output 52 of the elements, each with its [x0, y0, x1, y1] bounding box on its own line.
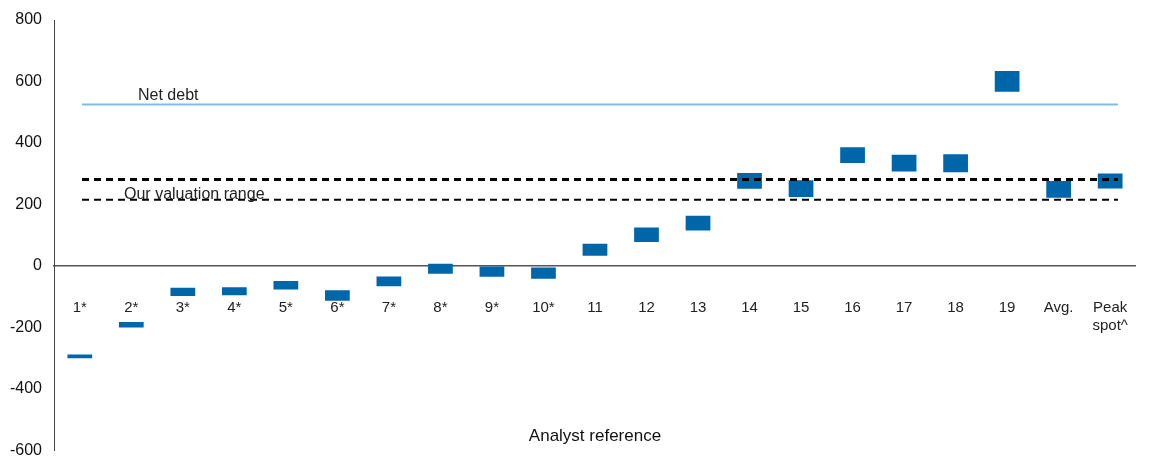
bar — [428, 263, 453, 274]
bar — [891, 154, 917, 172]
bar — [479, 266, 505, 277]
y-tick-label: 600 — [15, 71, 43, 89]
x-tick-label: 12 — [638, 298, 655, 316]
ref-line-label: Our valuation range — [124, 185, 265, 203]
x-tick-label: 13 — [689, 298, 707, 316]
x-tick-label: 16 — [844, 298, 861, 316]
x-tick-label: 11 — [587, 298, 603, 316]
bar — [943, 154, 968, 173]
x-tick-label: Peak spot^ — [1092, 298, 1128, 334]
x-tick-label: 14 — [741, 298, 758, 316]
y-tick-label: -200 — [9, 317, 43, 335]
x-tick-label: 8* — [433, 298, 448, 316]
y-tick-label: 0 — [33, 256, 43, 274]
x-tick-label: 7* — [381, 298, 397, 316]
ref-line-label: Net debt — [138, 85, 200, 103]
x-tick-label: 15 — [792, 298, 810, 316]
x-tick-label: 4* — [227, 298, 242, 316]
bar — [582, 243, 608, 256]
x-tick-label: 10* — [532, 298, 555, 316]
x-tick-label: 5* — [278, 298, 294, 316]
x-tick-label: Avg. — [1043, 298, 1074, 316]
y-tick-label: 800 — [15, 10, 43, 28]
x-tick-label: 6* — [330, 298, 345, 316]
bar — [788, 180, 814, 198]
x-tick-label: 2* — [124, 298, 139, 316]
bar — [994, 71, 1020, 92]
y-tick-label: 200 — [15, 194, 43, 212]
bar — [531, 267, 556, 279]
x-axis-title: Analyst reference — [528, 425, 662, 445]
bar — [67, 354, 93, 359]
x-tick-label: 1* — [72, 298, 88, 316]
bar — [118, 321, 144, 328]
bar — [1046, 181, 1072, 198]
y-tick-label: -600 — [9, 440, 43, 458]
x-tick-label: 9* — [484, 298, 500, 316]
y-tick-label: -400 — [9, 379, 43, 397]
bar — [376, 276, 402, 287]
bar — [685, 215, 711, 231]
x-tick-label: 18 — [947, 298, 964, 316]
bar — [325, 290, 350, 301]
bar — [170, 287, 196, 297]
x-tick-label: 3* — [175, 298, 191, 316]
x-tick-label: 19 — [998, 298, 1016, 316]
bar — [1097, 173, 1123, 189]
bar — [634, 227, 659, 242]
bar — [840, 147, 865, 163]
y-tick-label: 400 — [15, 133, 43, 151]
bar — [221, 287, 247, 296]
bar — [273, 281, 299, 290]
x-tick-label: 17 — [895, 298, 913, 316]
